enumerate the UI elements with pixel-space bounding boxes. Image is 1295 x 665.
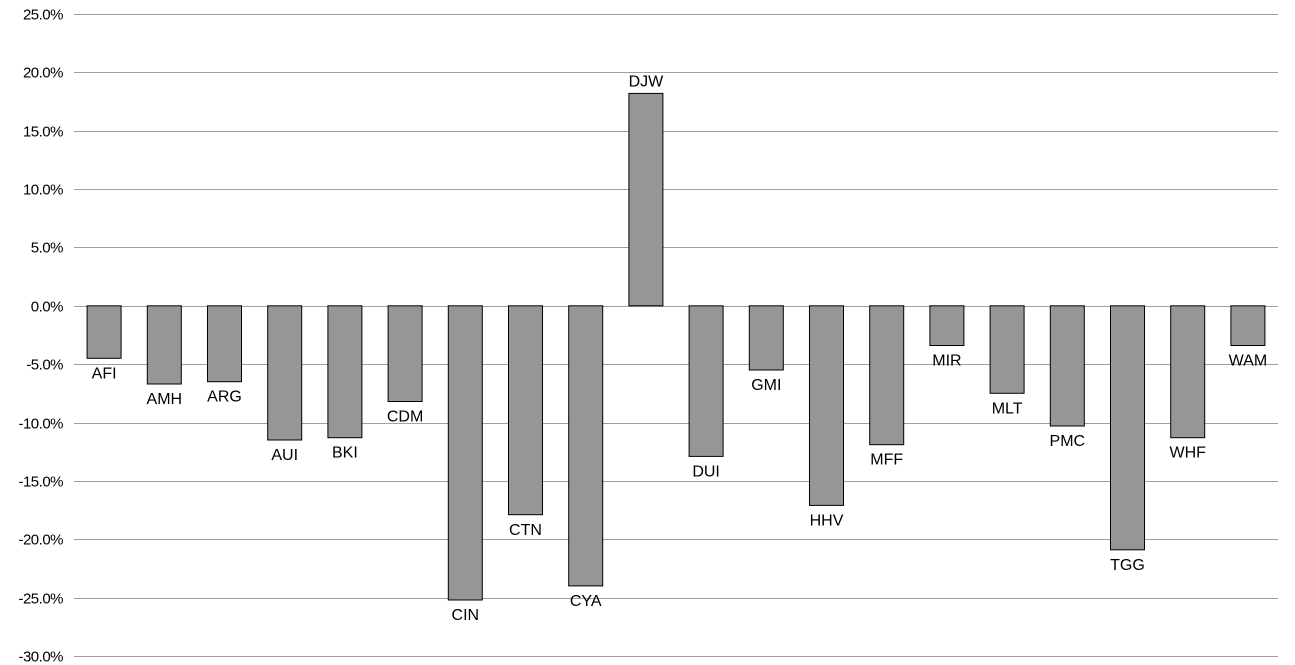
y-tick-label: -30.0% xyxy=(18,649,63,665)
bar-tgg xyxy=(1110,305,1145,551)
category-label-amh: AMH xyxy=(147,391,183,408)
bar-wam xyxy=(1230,305,1266,346)
bar-cya xyxy=(568,305,604,587)
y-tick-label: -25.0% xyxy=(18,591,63,608)
y-tick-label: 25.0% xyxy=(23,7,63,24)
category-label-cdm: CDM xyxy=(387,409,423,426)
category-labels: AFI AMH ARG AUI BKI CDM CIN CTN CYA DJW DUI GMI HHV M… xyxy=(92,73,1268,624)
bar-ctn xyxy=(508,305,543,516)
category-label-mff: MFF xyxy=(870,452,903,469)
bars xyxy=(86,92,1266,601)
bar-mlt xyxy=(989,305,1025,394)
y-tick-label: 20.0% xyxy=(23,65,63,82)
category-label-cin: CIN xyxy=(452,607,480,624)
category-label-bki: BKI xyxy=(332,445,358,462)
category-label-cya: CYA xyxy=(570,593,602,610)
y-tick-label: 10.0% xyxy=(23,182,63,199)
bar-cdm xyxy=(387,305,423,402)
bar-pmc xyxy=(1049,305,1085,427)
y-axis-tick-labels: 25.0% 20.0% 15.0% 10.0% 5.0% 0.0% -5.0% -10.0% -… xyxy=(18,7,63,665)
category-label-aui: AUI xyxy=(271,447,298,464)
gridlines xyxy=(74,14,1278,657)
category-label-hhv: HHV xyxy=(810,512,844,529)
category-label-ctn: CTN xyxy=(509,522,542,539)
bar-dui xyxy=(688,305,724,457)
bar-gmi xyxy=(748,305,784,371)
category-label-djw: DJW xyxy=(629,73,665,90)
y-tick-label: 5.0% xyxy=(31,240,63,257)
bar-mff xyxy=(869,305,905,446)
y-tick-label: 15.0% xyxy=(23,124,63,141)
bar-afi xyxy=(86,305,122,359)
y-tick-label: -5.0% xyxy=(26,357,63,374)
bar-whf xyxy=(1170,305,1206,439)
bar-aui xyxy=(267,305,303,441)
category-label-wam: WAM xyxy=(1229,353,1268,370)
y-tick-label: -15.0% xyxy=(18,474,63,491)
bar-bki xyxy=(327,305,363,439)
bar-amh xyxy=(146,305,182,385)
y-tick-label: -10.0% xyxy=(18,416,63,433)
bar-djw xyxy=(628,92,664,307)
bar-mir xyxy=(929,305,965,346)
category-label-afi: AFI xyxy=(92,365,117,382)
category-label-mlt: MLT xyxy=(992,400,1023,417)
category-label-tgg: TGG xyxy=(1110,557,1145,574)
bar-hhv xyxy=(809,305,844,506)
category-label-whf: WHF xyxy=(1169,445,1206,462)
category-label-dui: DUI xyxy=(692,463,720,480)
y-tick-label: -20.0% xyxy=(18,532,63,549)
category-label-gmi: GMI xyxy=(751,377,781,394)
bar-cin xyxy=(447,305,483,601)
y-tick-label: 0.0% xyxy=(31,299,63,316)
category-label-mir: MIR xyxy=(932,353,961,370)
category-label-arg: ARG xyxy=(207,389,242,406)
category-label-pmc: PMC xyxy=(1050,433,1086,450)
bar-arg xyxy=(207,305,242,383)
